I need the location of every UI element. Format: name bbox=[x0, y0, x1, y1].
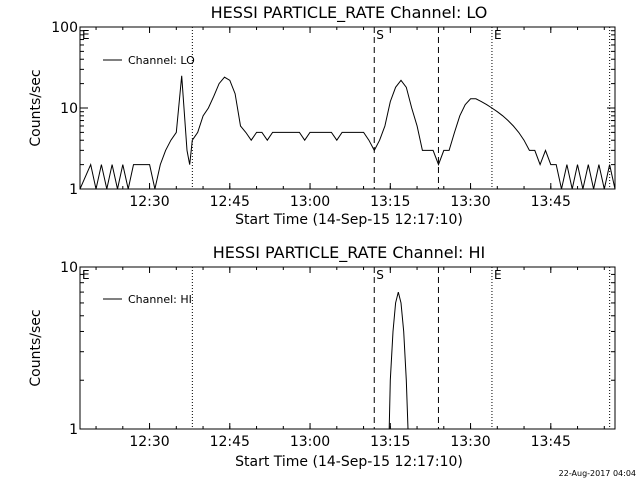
y-tick-label: 10 bbox=[60, 101, 78, 117]
chart-title: HESSI PARTICLE_RATE Channel: LO bbox=[211, 3, 488, 23]
x-tick-label: 13:00 bbox=[290, 434, 330, 450]
event-marker-label: E bbox=[494, 28, 502, 42]
x-tick-label: 12:45 bbox=[210, 434, 250, 450]
x-tick-label: 12:30 bbox=[129, 194, 169, 210]
y-axis-title: Counts/sec bbox=[28, 309, 44, 386]
event-marker-label: S bbox=[376, 268, 384, 282]
legend-label: Channel: LO bbox=[128, 54, 195, 67]
y-tick-label: 1 bbox=[69, 182, 78, 198]
chart-title: HESSI PARTICLE_RATE Channel: HI bbox=[213, 243, 486, 263]
x-tick-label: 13:30 bbox=[450, 194, 490, 210]
x-axis-title: Start Time (14-Sep-15 12:17:10) bbox=[235, 454, 463, 470]
x-tick-label: 13:15 bbox=[370, 194, 410, 210]
x-tick-label: 13:45 bbox=[531, 434, 571, 450]
footer-timestamp: 22-Aug-2017 04:04 bbox=[559, 469, 636, 478]
x-tick-label: 13:15 bbox=[370, 434, 410, 450]
y-tick-label: 10 bbox=[60, 260, 78, 276]
y-tick-label: 1 bbox=[69, 422, 78, 438]
legend-label: Channel: HI bbox=[128, 293, 192, 306]
y-tick-label: 100 bbox=[51, 20, 78, 36]
x-tick-label: 13:45 bbox=[531, 194, 571, 210]
plot-frame bbox=[79, 266, 616, 430]
series-line bbox=[79, 75, 616, 190]
x-tick-label: 13:00 bbox=[290, 194, 330, 210]
hi-channel-panel: HESSI PARTICLE_RATE Channel: HI E S E 12:3… bbox=[28, 243, 616, 470]
y-axis-title: Counts/sec bbox=[28, 69, 44, 146]
event-marker-label: S bbox=[376, 28, 384, 42]
legend: Channel: LO bbox=[103, 54, 195, 67]
x-tick-label: 13:30 bbox=[450, 434, 490, 450]
lo-channel-panel: HESSI PARTICLE_RATE Channel: LO E S E 12:3… bbox=[28, 3, 616, 228]
legend: Channel: HI bbox=[103, 293, 192, 306]
x-tick-label: 12:45 bbox=[210, 194, 250, 210]
event-marker-label: E bbox=[494, 268, 502, 282]
x-axis-title: Start Time (14-Sep-15 12:17:10) bbox=[235, 212, 463, 228]
x-tick-label: 12:30 bbox=[129, 434, 169, 450]
event-marker-label: E bbox=[82, 28, 90, 42]
series-line bbox=[388, 291, 409, 430]
event-marker-label: E bbox=[82, 268, 90, 282]
